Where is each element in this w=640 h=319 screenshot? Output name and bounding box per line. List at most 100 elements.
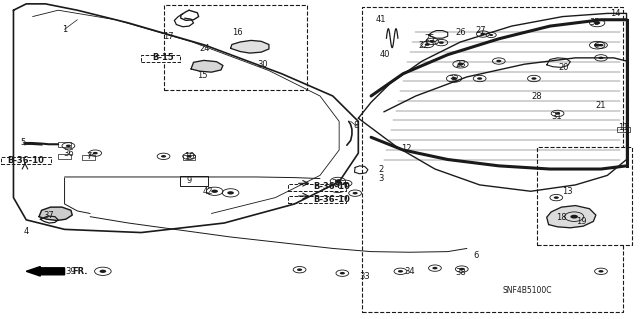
Circle shape <box>343 182 348 185</box>
Circle shape <box>425 43 430 46</box>
Text: 32: 32 <box>449 75 460 84</box>
Text: B-36-10: B-36-10 <box>7 156 44 165</box>
Circle shape <box>594 44 600 47</box>
Polygon shape <box>191 60 223 72</box>
Circle shape <box>594 21 600 25</box>
Circle shape <box>477 77 482 80</box>
Circle shape <box>297 269 302 271</box>
Text: 12: 12 <box>401 144 412 153</box>
Bar <box>362 7 623 312</box>
Circle shape <box>93 152 98 154</box>
Bar <box>182 155 195 160</box>
Text: 27: 27 <box>476 26 486 35</box>
Text: 11: 11 <box>618 123 628 132</box>
FancyArrow shape <box>26 267 65 276</box>
Circle shape <box>555 112 560 115</box>
Text: 9: 9 <box>186 176 192 185</box>
Text: 41: 41 <box>376 15 387 24</box>
Circle shape <box>66 145 71 147</box>
Text: B-15: B-15 <box>153 53 175 62</box>
Bar <box>537 147 632 245</box>
Circle shape <box>353 192 358 195</box>
Circle shape <box>554 196 559 199</box>
Text: 10: 10 <box>184 152 195 161</box>
Text: 6: 6 <box>474 251 479 260</box>
Bar <box>141 55 179 62</box>
Text: 5: 5 <box>20 137 26 146</box>
Circle shape <box>570 215 578 219</box>
Circle shape <box>227 191 234 195</box>
Circle shape <box>100 270 106 273</box>
Circle shape <box>335 180 341 182</box>
Polygon shape <box>39 207 72 220</box>
Bar <box>179 176 208 186</box>
Text: 36: 36 <box>63 149 74 158</box>
Bar <box>58 142 71 147</box>
Text: 39: 39 <box>66 267 76 276</box>
Circle shape <box>161 155 166 158</box>
Circle shape <box>598 270 604 272</box>
Text: 20: 20 <box>559 63 569 72</box>
Bar <box>288 196 346 203</box>
Text: 30: 30 <box>257 60 268 69</box>
Text: 8: 8 <box>354 121 359 130</box>
Circle shape <box>430 40 435 43</box>
Text: 28: 28 <box>532 92 543 101</box>
Circle shape <box>598 44 604 47</box>
Circle shape <box>211 189 218 193</box>
Text: 3: 3 <box>378 174 383 183</box>
Bar <box>58 154 71 159</box>
Text: 38: 38 <box>455 268 466 277</box>
Text: 7: 7 <box>86 152 92 161</box>
Text: 23: 23 <box>455 60 466 69</box>
Circle shape <box>186 155 191 158</box>
Text: FR.: FR. <box>72 267 88 276</box>
Circle shape <box>531 77 536 80</box>
Circle shape <box>335 187 341 190</box>
Text: 15: 15 <box>196 71 207 80</box>
Text: 29: 29 <box>332 179 342 188</box>
Circle shape <box>458 63 463 66</box>
Polygon shape <box>230 41 269 53</box>
Text: 24: 24 <box>200 44 211 53</box>
Text: 2: 2 <box>378 165 383 174</box>
Circle shape <box>451 77 457 80</box>
Bar <box>1 157 51 164</box>
Text: 18: 18 <box>556 213 566 222</box>
Circle shape <box>340 272 345 274</box>
Polygon shape <box>547 205 596 228</box>
Text: 19: 19 <box>577 217 587 226</box>
Text: 34: 34 <box>404 267 415 276</box>
Text: SNF4B5100C: SNF4B5100C <box>502 286 552 295</box>
Text: 1: 1 <box>62 25 67 34</box>
Bar <box>83 155 95 160</box>
Circle shape <box>460 268 465 270</box>
Text: 33: 33 <box>359 271 370 281</box>
Bar <box>617 127 630 132</box>
Text: B-36-10: B-36-10 <box>314 182 351 191</box>
Text: 31: 31 <box>551 112 561 121</box>
Text: B-36-10: B-36-10 <box>314 195 351 204</box>
Circle shape <box>398 270 403 272</box>
Text: 16: 16 <box>232 28 243 37</box>
Text: 17: 17 <box>163 32 173 41</box>
Text: 40: 40 <box>380 50 390 59</box>
Text: 42: 42 <box>203 187 214 196</box>
Text: 25: 25 <box>424 34 435 43</box>
Circle shape <box>598 56 604 59</box>
Text: 26: 26 <box>455 28 466 37</box>
Text: 13: 13 <box>563 187 573 196</box>
Circle shape <box>439 41 444 44</box>
Bar <box>288 184 346 191</box>
Circle shape <box>496 60 501 62</box>
Text: 4: 4 <box>24 227 29 236</box>
Text: 22: 22 <box>418 41 429 50</box>
Text: 37: 37 <box>44 211 54 219</box>
Circle shape <box>480 33 485 35</box>
Circle shape <box>489 34 493 36</box>
Text: 14: 14 <box>610 9 620 18</box>
Text: 21: 21 <box>596 101 606 110</box>
Bar <box>164 5 307 90</box>
Circle shape <box>433 267 438 269</box>
Text: 35: 35 <box>589 19 600 27</box>
